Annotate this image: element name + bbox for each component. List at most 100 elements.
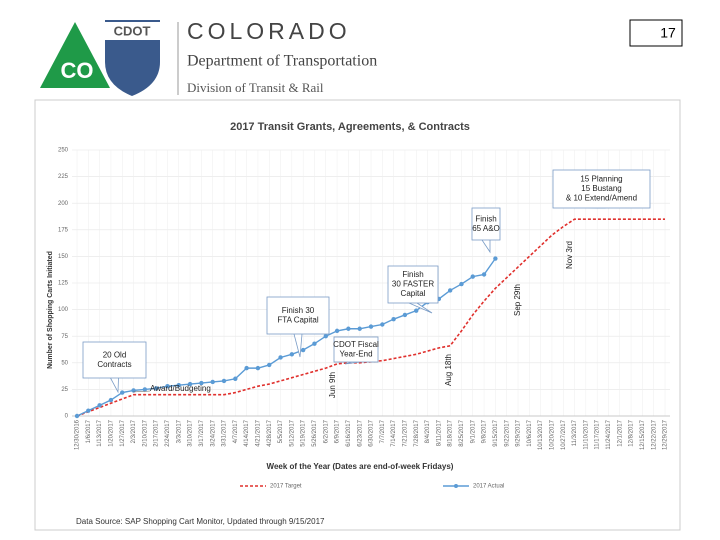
department: Department of Transportation — [187, 53, 377, 70]
x-tick-label: 6/16/2017 — [346, 419, 352, 446]
annotation-box — [266, 296, 330, 335]
x-tick-label: 12/8/2017 — [629, 419, 635, 446]
logo-mountain — [40, 22, 110, 88]
x-tick-label: 3/10/2017 — [188, 419, 194, 446]
data-point — [312, 341, 317, 346]
x-tick-label: 4/7/2017 — [233, 419, 239, 443]
data-point — [153, 386, 159, 391]
x-tick-label: 9/1/2017 — [470, 419, 476, 443]
annotation-text: Finish — [402, 270, 423, 279]
annotation-text: 65 A&O — [472, 224, 500, 233]
annotation-pointer — [293, 333, 303, 358]
data-point — [493, 256, 498, 261]
annotation-text: & 10 Extend/Amend — [566, 194, 637, 203]
data-point — [199, 380, 204, 386]
y-tick-label: 150 — [58, 254, 69, 260]
x-tick-label: 9/22/2017 — [504, 419, 510, 446]
legend-label: 2017 Actual — [473, 484, 504, 490]
x-tick-label: 7/28/2017 — [414, 419, 420, 446]
data-point — [255, 365, 261, 371]
x-tick-label: 8/4/2017 — [425, 419, 431, 443]
data-point — [323, 334, 328, 339]
y-tick-label: 0 — [65, 414, 69, 420]
data-point — [267, 362, 272, 368]
annotation-text: Finish — [475, 214, 496, 223]
x-tick-label: 9/8/2017 — [482, 419, 488, 443]
annotation-box — [333, 336, 379, 363]
x-tick-label: 4/14/2017 — [244, 419, 250, 446]
annotation-text: 30 FASTER — [392, 280, 434, 289]
x-tick-label: 7/14/2017 — [391, 419, 397, 446]
x-tick-label: 5/19/2017 — [301, 419, 307, 446]
data-point — [108, 397, 114, 403]
annotation-text: Award/Budgeting — [150, 384, 211, 393]
annotation-text: 20 Old — [103, 350, 127, 359]
data-point — [402, 312, 408, 318]
chart-title: 2017 Transit Grants, Agreements, & Contr… — [230, 121, 470, 133]
data-point — [142, 387, 148, 392]
annotation-text: Contracts — [97, 360, 131, 369]
data-point — [74, 413, 80, 419]
annotation-text: 15 Bustang — [581, 184, 621, 193]
page-number-box — [629, 19, 683, 47]
data-point — [481, 272, 487, 277]
data-point — [187, 381, 193, 387]
x-tick-label: 6/2/2017 — [323, 419, 329, 443]
annotation-box — [387, 265, 439, 304]
data-point — [86, 408, 91, 413]
logo: CDOT CO — [40, 20, 162, 96]
x-tick-label: 1/20/2017 — [109, 419, 115, 446]
x-tick-label: 2/17/2017 — [154, 419, 160, 446]
annotation-text: Year-End — [339, 349, 372, 358]
page-number: 17 — [660, 25, 676, 41]
annotation-box — [471, 207, 501, 241]
annotation-pointer — [110, 377, 119, 394]
milestone-label: Aug 18th — [444, 354, 453, 386]
annotation-box — [552, 169, 651, 209]
x-tick-label: 7/7/2017 — [380, 419, 386, 443]
annotation: Sep 29th — [513, 284, 522, 316]
data-point — [414, 308, 419, 313]
logo-mark: CO — [61, 58, 94, 83]
annotation-box — [82, 341, 147, 379]
logo-text: CDOT — [114, 23, 151, 38]
x-tick-label: 11/24/2017 — [606, 419, 612, 449]
y-tick-label: 250 — [58, 148, 69, 154]
data-point — [459, 281, 464, 287]
y-axis-title: Number of Shopping Carts Initiated — [47, 251, 54, 369]
data-source: Data Source: SAP Shopping Cart Monitor, … — [76, 517, 325, 526]
x-tick-label: 12/15/2017 — [640, 419, 646, 450]
y-tick-label: 225 — [58, 174, 69, 180]
data-point — [131, 388, 136, 393]
annotation-pointer — [344, 361, 361, 365]
annotation: Jun 9th — [328, 372, 337, 398]
division: Division of Transit & Rail — [187, 80, 324, 95]
data-point — [380, 322, 385, 327]
x-tick-label: 8/25/2017 — [459, 419, 465, 446]
data-point — [289, 352, 295, 357]
x-tick-label: 11/17/2017 — [595, 419, 601, 449]
y-tick-label: 75 — [61, 334, 68, 340]
x-tick-label: 11/3/2017 — [572, 419, 578, 446]
x-tick-label: 3/24/2017 — [210, 419, 216, 446]
x-tick-label: 5/26/2017 — [312, 419, 318, 446]
y-tick-label: 175 — [58, 227, 69, 233]
x-tick-label: 5/5/2017 — [278, 419, 284, 443]
x-tick-label: 12/30/2016 — [75, 419, 81, 450]
annotation-text: Finish 30 — [282, 306, 315, 315]
milestone-label: Nov 3rd — [565, 241, 574, 269]
annotation-pointer — [408, 302, 433, 314]
x-tick-label: 8/18/2017 — [448, 419, 454, 446]
x-tick-label: 9/15/2017 — [493, 419, 499, 446]
data-point — [357, 326, 362, 331]
milestone-label: Sep 29th — [513, 284, 522, 316]
data-point — [278, 355, 283, 360]
x-tick-label: 10/13/2017 — [538, 419, 544, 450]
annotation-leader — [132, 390, 151, 393]
data-point — [334, 328, 340, 334]
x-axis-title: Week of the Year (Dates are end-of-week … — [267, 462, 454, 471]
